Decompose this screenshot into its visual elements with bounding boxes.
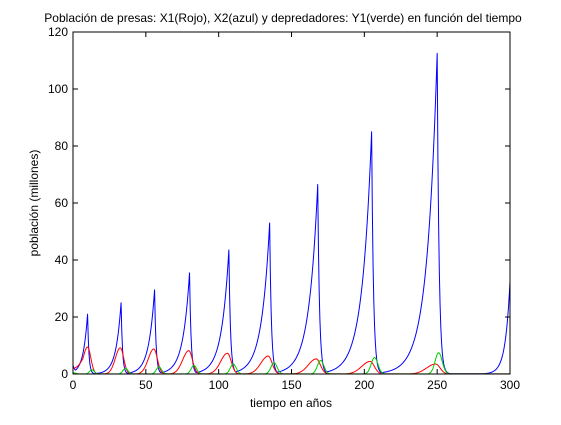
chart-title: Población de presas: X1(Rojo), X2(azul) … [44, 11, 522, 25]
y-axis-label: población (millones) [27, 150, 41, 257]
x-tick-label: 150 [281, 378, 301, 392]
y-tick-label: 60 [55, 196, 69, 210]
x-tick-label: 200 [354, 378, 374, 392]
x-tick-label: 100 [209, 378, 229, 392]
x-tick-label: 50 [139, 378, 153, 392]
x-axis-label: tiempo en años [250, 396, 332, 410]
y-tick-label: 100 [48, 82, 68, 96]
x-tick-label: 0 [70, 378, 77, 392]
y-tick-label: 40 [55, 253, 69, 267]
series-line-x2 [73, 52, 510, 374]
x-tick-label: 250 [427, 378, 447, 392]
plot-frame [72, 31, 511, 375]
axes: 0 50 100 150 200 250 300 0 20 40 60 80 100 120 [48, 25, 520, 392]
y-tick-label: 120 [48, 25, 68, 39]
y-tick-label: 0 [61, 367, 68, 381]
x-tick-label: 300 [500, 378, 520, 392]
y-tick-label: 20 [55, 310, 69, 324]
y-tick-label: 80 [55, 139, 69, 153]
